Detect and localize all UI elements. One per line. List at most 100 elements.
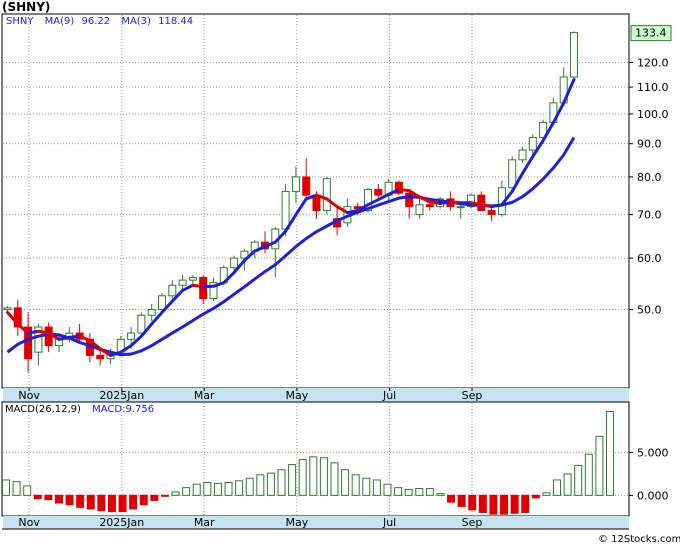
ma3-segment xyxy=(397,188,411,193)
macd-bar-negative xyxy=(489,494,498,515)
ma3-segment xyxy=(88,339,102,351)
macd-bar-negative xyxy=(160,494,169,497)
macd-bar-positive xyxy=(341,469,350,496)
macd-bar-negative xyxy=(76,494,85,508)
legend-ma9-label: MA(9) xyxy=(45,16,75,27)
macd-y-tick-label: 5.000 xyxy=(637,447,669,460)
svg-text:SHNY MA(9) 96.22: SHNY MA(9) 96.22 MA(3) 118.44 xyxy=(6,16,193,27)
candle-down xyxy=(425,204,434,208)
macd-bar-positive xyxy=(563,473,572,496)
macd-bar-positive xyxy=(12,481,21,496)
legend-ma9-value: 96.22 xyxy=(81,16,110,27)
macd-y-tick-label: 0.000 xyxy=(637,489,669,502)
last-price-label: 133.4 xyxy=(635,27,667,40)
macd-bar-positive xyxy=(213,482,222,496)
macd-bar-negative xyxy=(500,494,509,515)
candle-up xyxy=(570,32,578,78)
macd-bar-positive xyxy=(553,479,562,496)
legend-ma3-value: 118.44 xyxy=(158,16,193,27)
candle-down xyxy=(24,326,33,360)
macd-bar-negative xyxy=(33,494,42,500)
macd-bar-negative xyxy=(54,494,63,504)
ma3-segment xyxy=(139,322,154,338)
price-y-tick-label: 80.0 xyxy=(637,171,662,184)
macd-legend: MACD(26,12,9) MACD:9.756 xyxy=(5,404,154,415)
macd-bar-positive xyxy=(245,477,254,496)
ma3-segment xyxy=(438,200,452,206)
macd-bar-positive xyxy=(319,457,328,496)
macd-bar-negative xyxy=(65,494,74,506)
candle-up xyxy=(322,178,331,212)
macd-bar-positive xyxy=(277,469,286,496)
candle-up xyxy=(34,326,43,353)
ma3-segment xyxy=(232,258,246,275)
candle-down xyxy=(302,176,311,196)
macd-bar-positive xyxy=(203,482,212,496)
macd-bar-negative xyxy=(447,494,456,503)
candle-down xyxy=(96,354,105,360)
ma3-segment xyxy=(160,299,174,314)
svg-text:MACD(26,12,9) MACD:9.756: MACD(26,12,9) MACD:9.756 xyxy=(5,404,154,415)
macd-bar-positive xyxy=(298,458,307,496)
macd-params-label: MACD(26,12,9) xyxy=(5,404,81,415)
price-x-tick-label: 2025Jan xyxy=(99,389,144,402)
ma3-segment xyxy=(284,213,298,233)
price-x-axis-band xyxy=(3,388,629,402)
ma3-segment xyxy=(57,335,71,341)
macd-bar-positive xyxy=(574,464,583,496)
ma3-segment xyxy=(562,77,576,105)
candle-down xyxy=(394,181,403,194)
price-x-tick-label: Nov xyxy=(18,389,40,402)
macd-bar-negative xyxy=(86,494,95,510)
macd-bar-positive xyxy=(23,485,32,496)
ma3-segment xyxy=(448,200,463,205)
macd-bar-positive xyxy=(415,487,424,496)
price-y-ticks: 50.0 60.0 70.0 80.0 90.0 100.0 110.0 120.0 xyxy=(629,57,669,317)
macd-histogram xyxy=(2,411,614,515)
candle-up xyxy=(137,314,146,334)
price-x-tick-label: Sep xyxy=(462,389,483,402)
ma3-segment xyxy=(150,310,164,326)
macd-bar-positive xyxy=(2,479,10,496)
ma3-segment xyxy=(531,139,545,159)
candle-up xyxy=(3,307,12,311)
legend-ma3-label: MA(3) xyxy=(121,16,151,27)
candle-up xyxy=(281,190,290,230)
candle-up xyxy=(178,279,187,286)
price-x-ticks: Nov 2025Jan Mar May Jul Sep xyxy=(18,388,482,402)
ma3-segment xyxy=(181,283,195,292)
price-y-tick-label: 60.0 xyxy=(637,252,662,265)
price-grid xyxy=(3,15,628,387)
macd-bar-positive xyxy=(235,480,244,496)
candle-up xyxy=(518,149,527,161)
ma3-segment xyxy=(490,203,504,209)
candle-up xyxy=(240,250,249,259)
ma3-segment xyxy=(263,240,277,249)
candle-up xyxy=(539,122,548,138)
macd-bar-positive xyxy=(182,487,191,496)
ma3-segment xyxy=(273,229,288,244)
ma3-segment xyxy=(387,188,401,196)
candle-up xyxy=(528,136,537,151)
macd-bar-positive xyxy=(288,464,297,496)
ma3-segment xyxy=(78,334,92,343)
macd-bar-positive xyxy=(362,477,371,496)
macd-bar-positive xyxy=(224,482,233,496)
macd-bar-negative xyxy=(468,494,477,511)
macd-bar-positive xyxy=(542,492,551,496)
price-legend: SHNY MA(9) 96.22 MA(3) 118.44 xyxy=(6,16,193,27)
macd-bar-negative xyxy=(107,494,116,513)
macd-x-tick-label: Mar xyxy=(194,516,215,529)
macd-x-tick-label: 2025Jan xyxy=(99,516,144,529)
macd-y-ticks: 0.000 5.000 xyxy=(629,447,669,502)
macd-bar-negative xyxy=(510,494,519,514)
candle-up xyxy=(188,277,197,281)
ma3-segment xyxy=(170,288,185,303)
ma3-segment xyxy=(36,329,51,335)
ma3-segment xyxy=(201,284,215,289)
ma3-segment xyxy=(98,347,112,357)
candle-up xyxy=(291,176,300,192)
ma3-segment xyxy=(67,334,82,339)
ma3-segment xyxy=(551,101,566,125)
